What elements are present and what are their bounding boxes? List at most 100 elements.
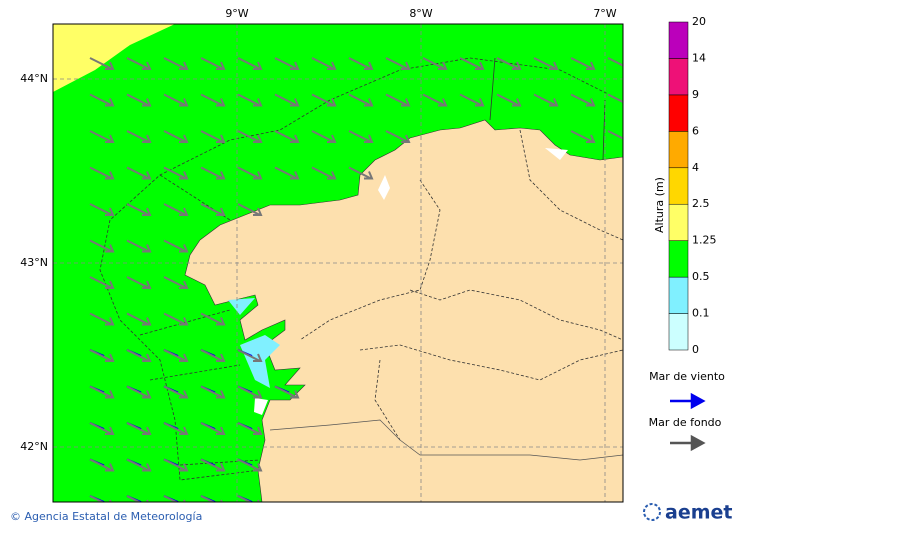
colorbar-label: 14 xyxy=(692,51,706,64)
swell-arrow xyxy=(89,422,115,435)
colorbar-label: 6 xyxy=(692,124,699,137)
swell-arrow xyxy=(89,166,115,180)
colorbar-segment xyxy=(668,131,689,169)
swell-arrow xyxy=(237,166,263,180)
swell-arrow xyxy=(348,57,374,70)
logo-text: aemet xyxy=(665,502,732,524)
swell-arrow xyxy=(126,203,152,216)
swell-arrow xyxy=(89,349,115,362)
graticule xyxy=(53,24,623,502)
colorbar-label: 9 xyxy=(692,88,699,101)
swell-arrow xyxy=(570,93,596,107)
swell-arrow xyxy=(163,239,189,253)
swell-arrow xyxy=(200,312,226,326)
colorbar-segment xyxy=(668,203,689,241)
swell-arrow xyxy=(348,166,374,180)
colorbar-label: 0.5 xyxy=(692,270,710,283)
credit: © Agencia Estatal de Meteorología xyxy=(10,510,202,523)
swell-arrow xyxy=(200,422,226,435)
lon-label: 8°W xyxy=(409,7,432,20)
swell-arrow xyxy=(422,93,448,107)
colorbar-segment xyxy=(668,21,689,59)
swell-arrow xyxy=(348,130,374,143)
swell-arrow xyxy=(385,57,411,70)
colorbar-segment xyxy=(668,94,689,132)
swell-arrow xyxy=(89,312,115,326)
swell-arrow xyxy=(126,385,152,399)
swell-arrow xyxy=(89,276,115,289)
swell-arrow xyxy=(311,93,337,107)
swell-arrow xyxy=(200,458,226,472)
lat-label: 44°N xyxy=(20,72,48,85)
swell-arrow xyxy=(126,312,152,326)
swell-arrow xyxy=(89,93,115,107)
swell-arrow xyxy=(237,422,263,435)
swell-arrow xyxy=(89,385,115,399)
swell-arrow xyxy=(385,93,411,107)
swell-arrow xyxy=(163,130,189,143)
swell-arrow xyxy=(89,57,115,70)
swell-arrow xyxy=(237,130,263,143)
colorbar-label: 1.25 xyxy=(692,234,717,247)
swell-arrow xyxy=(126,458,152,472)
land xyxy=(184,119,623,502)
swell-arrow xyxy=(459,57,485,70)
swell-arrow xyxy=(459,93,485,107)
logo-mark xyxy=(643,503,661,521)
swell-arrow xyxy=(237,203,263,216)
lat-label: 43°N xyxy=(20,256,48,269)
swell-arrow xyxy=(607,93,623,107)
arrows xyxy=(89,57,623,502)
swell-arrow xyxy=(163,349,189,362)
swell-arrow xyxy=(163,93,189,107)
swell-arrow xyxy=(200,166,226,180)
colorbar-segment xyxy=(668,167,689,205)
swell-arrow xyxy=(274,385,300,399)
swell-arrow xyxy=(385,130,411,143)
swell-arrow xyxy=(237,385,263,399)
colorbar-segment xyxy=(668,313,689,351)
swell-arrow xyxy=(311,166,337,180)
swell-arrow xyxy=(311,57,337,70)
swell-arrow xyxy=(126,422,152,435)
swell-arrow xyxy=(126,130,152,143)
swell-arrow xyxy=(274,93,300,107)
swell-arrow xyxy=(607,57,623,70)
swell-arrow xyxy=(570,130,596,143)
colorbar-label: 20 xyxy=(692,15,706,28)
swell-arrow xyxy=(163,203,189,216)
map-frame xyxy=(52,23,624,503)
swell-arrow xyxy=(163,312,189,326)
high-wave-zone xyxy=(53,24,175,92)
lon-label: 7°W xyxy=(593,7,616,20)
swell-arrow xyxy=(89,130,115,143)
swell-arrow xyxy=(200,385,226,399)
swell-arrow xyxy=(89,239,115,253)
swell-arrow xyxy=(348,93,374,107)
swell-arrow xyxy=(163,422,189,435)
swell-arrow xyxy=(670,434,706,452)
swell-arrow xyxy=(200,203,226,216)
map xyxy=(53,24,623,502)
swell-arrow xyxy=(163,166,189,180)
swell-arrow xyxy=(237,349,263,362)
swell-arrow xyxy=(163,57,189,70)
swell-arrow xyxy=(422,57,448,70)
swell-arrow xyxy=(89,458,115,472)
swell-arrow xyxy=(200,57,226,70)
lat-label: 42°N xyxy=(20,440,48,453)
swell-arrow xyxy=(311,130,337,143)
swell-arrow xyxy=(163,385,189,399)
swell-arrow xyxy=(163,458,189,472)
swell-arrow xyxy=(126,93,152,107)
swell-arrow xyxy=(126,349,152,362)
colorbar-title: Altura (m) xyxy=(653,177,666,233)
swell-arrow xyxy=(533,93,559,107)
swell-arrow xyxy=(237,93,263,107)
swell-arrow xyxy=(126,239,152,253)
colorbar-label: 0 xyxy=(692,343,699,356)
swell-arrow xyxy=(274,130,300,143)
colorbar-label: 4 xyxy=(692,161,699,174)
swell-arrow xyxy=(496,93,522,107)
